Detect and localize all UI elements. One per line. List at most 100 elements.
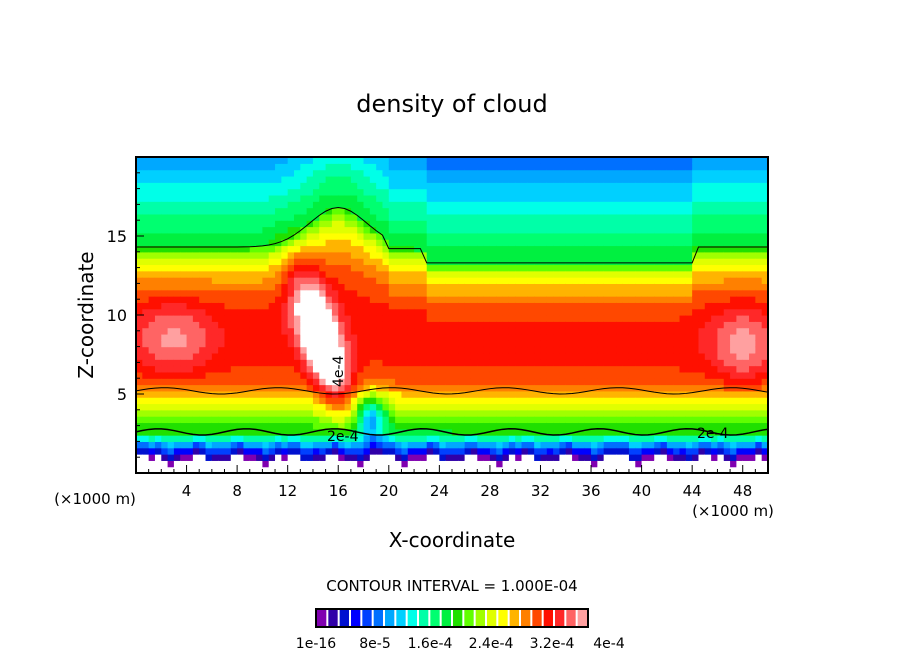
heatmap-cell xyxy=(679,251,687,259)
heatmap-cell xyxy=(268,416,276,424)
heatmap-cell xyxy=(673,384,681,392)
heatmap-cell xyxy=(300,346,308,354)
heatmap-cell xyxy=(363,378,371,386)
heatmap-cell xyxy=(660,397,668,405)
heatmap-cell xyxy=(414,315,421,322)
heatmap-cell xyxy=(186,333,194,341)
heatmap-cell xyxy=(306,346,314,354)
heatmap-cell xyxy=(572,403,579,411)
heatmap-cell xyxy=(464,321,472,329)
heatmap-cell xyxy=(445,454,453,461)
heatmap-cell xyxy=(376,321,384,329)
heatmap-cell xyxy=(628,403,636,411)
heatmap-cell xyxy=(382,333,390,341)
heatmap-cell xyxy=(325,422,333,430)
heatmap-cell xyxy=(761,239,769,247)
heatmap-cell xyxy=(521,251,529,259)
heatmap-cell xyxy=(515,327,523,335)
heatmap-cell xyxy=(647,428,655,436)
heatmap-cell xyxy=(306,333,314,341)
heatmap-cell xyxy=(262,251,270,259)
heatmap-cell xyxy=(559,371,567,379)
heatmap-cell xyxy=(186,390,194,398)
heatmap-cell xyxy=(294,435,301,442)
heatmap-cell xyxy=(325,346,333,354)
heatmap-cell xyxy=(717,296,725,303)
heatmap-cell xyxy=(704,346,712,354)
heatmap-cell xyxy=(477,302,485,310)
heatmap-cell xyxy=(306,397,314,405)
heatmap-cell xyxy=(249,365,257,373)
heatmap-cell xyxy=(199,207,207,215)
heatmap-cell xyxy=(508,308,516,316)
heatmap-cell xyxy=(470,213,478,221)
heatmap-cell xyxy=(325,194,333,202)
heatmap-cell xyxy=(306,416,314,424)
heatmap-cell xyxy=(660,333,668,341)
heatmap-cell xyxy=(136,340,143,348)
heatmap-cell xyxy=(243,346,251,354)
heatmap-cell xyxy=(388,397,396,405)
heatmap-cell xyxy=(230,239,238,247)
heatmap-cell xyxy=(395,289,403,297)
heatmap-cell xyxy=(243,258,251,266)
heatmap-cell xyxy=(673,315,681,322)
heatmap-cell xyxy=(167,403,175,411)
heatmap-cell xyxy=(483,232,491,240)
heatmap-cell xyxy=(180,163,188,171)
heatmap-cell xyxy=(591,428,598,436)
heatmap-cell xyxy=(610,340,617,348)
heatmap-cell xyxy=(597,460,605,468)
heatmap-cell xyxy=(218,232,226,240)
heatmap-cell xyxy=(761,220,769,228)
heatmap-cell xyxy=(521,296,529,303)
heatmap-cell xyxy=(237,447,245,455)
heatmap-cell xyxy=(376,403,384,411)
heatmap-cell xyxy=(679,194,687,202)
heatmap-cell xyxy=(527,182,535,190)
heatmap-cell xyxy=(268,333,276,341)
heatmap-cell xyxy=(591,371,598,379)
heatmap-cell xyxy=(685,283,693,291)
heatmap-cell xyxy=(685,258,693,266)
heatmap-cell xyxy=(192,182,200,190)
heatmap-cell xyxy=(508,365,516,373)
heatmap-cell xyxy=(584,422,592,430)
heatmap-cell xyxy=(407,270,415,278)
heatmap-cell xyxy=(344,264,352,272)
heatmap-cell xyxy=(167,182,175,190)
heatmap-cell xyxy=(730,283,737,291)
heatmap-cell xyxy=(433,283,440,291)
heatmap-cell xyxy=(534,390,542,398)
heatmap-cell xyxy=(521,365,529,373)
heatmap-cell xyxy=(205,384,213,392)
heatmap-cell xyxy=(521,333,529,341)
heatmap-cell xyxy=(717,422,725,430)
heatmap-cell xyxy=(508,283,516,291)
heatmap-cell xyxy=(553,270,561,278)
heatmap-cell xyxy=(344,327,352,335)
heatmap-cell xyxy=(224,333,232,341)
heatmap-cell xyxy=(180,169,188,177)
heatmap-cell xyxy=(584,333,592,341)
heatmap-cell xyxy=(635,428,643,436)
heatmap-cell xyxy=(161,315,169,322)
heatmap-cell xyxy=(300,157,308,164)
heatmap-cell xyxy=(306,422,314,430)
heatmap-cell xyxy=(717,390,725,398)
heatmap-cell xyxy=(679,378,687,386)
heatmap-cell xyxy=(540,188,548,196)
heatmap-cell xyxy=(300,258,308,266)
heatmap-cell xyxy=(692,359,700,367)
heatmap-cell xyxy=(249,308,257,316)
heatmap-cell xyxy=(477,321,485,329)
heatmap-cell xyxy=(369,296,377,303)
heatmap-cell xyxy=(502,194,510,202)
heatmap-cell xyxy=(445,169,453,177)
heatmap-cell xyxy=(730,447,737,455)
heatmap-cell xyxy=(458,182,466,190)
heatmap-cell xyxy=(331,428,339,436)
heatmap-cell xyxy=(673,239,681,247)
heatmap-cell xyxy=(395,232,403,240)
heatmap-cell xyxy=(749,283,756,291)
